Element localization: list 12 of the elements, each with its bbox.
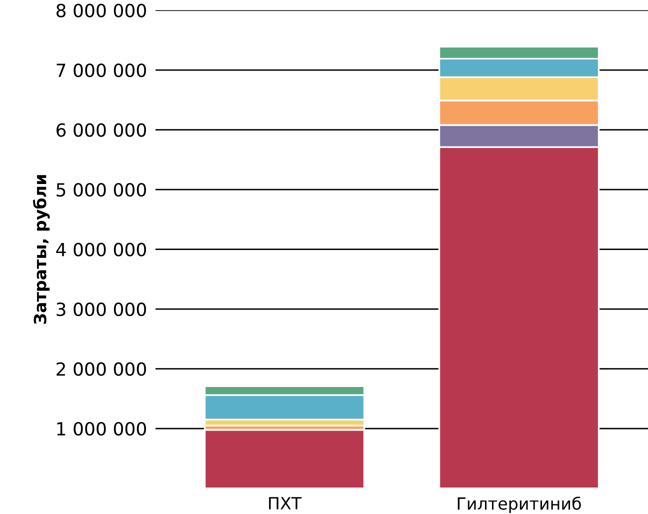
y-tick-label: 1 000 000 <box>57 422 146 436</box>
x-tick-label: ПХТ <box>269 497 302 510</box>
y-tick-label: 3 000 000 <box>56 302 146 316</box>
y-tick-label: 8 000 000 <box>56 4 146 18</box>
y-tick-label: 4 000 000 <box>56 242 146 256</box>
y-tick-label: 6 000 000 <box>56 123 146 137</box>
y-tick-label: 5 000 000 <box>56 182 146 197</box>
x-tick-label: Гилтеритиниб <box>458 496 581 514</box>
y-axis-title: Затраты, рубли <box>32 175 50 324</box>
bar <box>204 428 366 488</box>
y-tick-label: 7 000 000 <box>56 63 146 78</box>
y-tick-label: 2 000 000 <box>56 362 146 376</box>
